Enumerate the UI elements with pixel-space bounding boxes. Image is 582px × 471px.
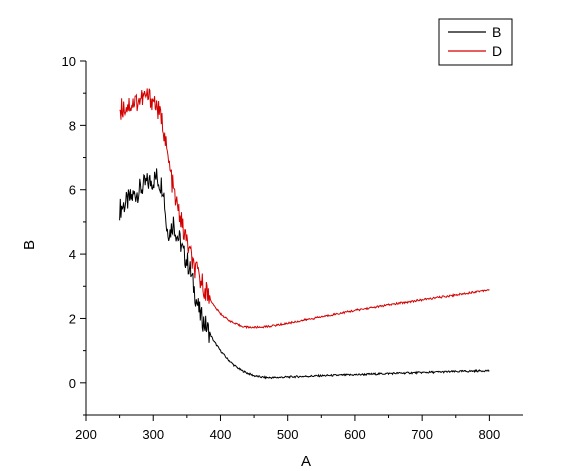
series-line-D	[119, 88, 490, 330]
series-layer	[119, 88, 490, 380]
legend-box	[438, 18, 513, 66]
x-tick-label: 700	[411, 427, 433, 442]
y-axis-title: B	[21, 240, 38, 250]
x-axis-title: A	[301, 453, 311, 470]
x-tick-label: 400	[210, 427, 232, 442]
legend-label-D: D	[492, 43, 502, 59]
legend: BD	[438, 18, 513, 66]
y-tick-label: 6	[69, 183, 76, 198]
y-tick-label: 0	[69, 376, 76, 391]
legend-label-B: B	[492, 24, 501, 40]
x-tick-label: 300	[142, 427, 164, 442]
y-tick-label: 2	[69, 311, 76, 326]
y-tick-label: 4	[69, 247, 76, 262]
axes: 200 300 400 500 600 700 800 0 2 4 6 8 10	[62, 54, 523, 442]
y-tick-label: 8	[69, 118, 76, 133]
y-tick-label: 10	[62, 54, 76, 69]
x-tick-label: 500	[277, 427, 299, 442]
x-tick-label: 800	[479, 427, 501, 442]
series-line-B	[119, 168, 490, 380]
x-tick-label: 600	[344, 427, 366, 442]
x-tick-label: 200	[75, 427, 97, 442]
